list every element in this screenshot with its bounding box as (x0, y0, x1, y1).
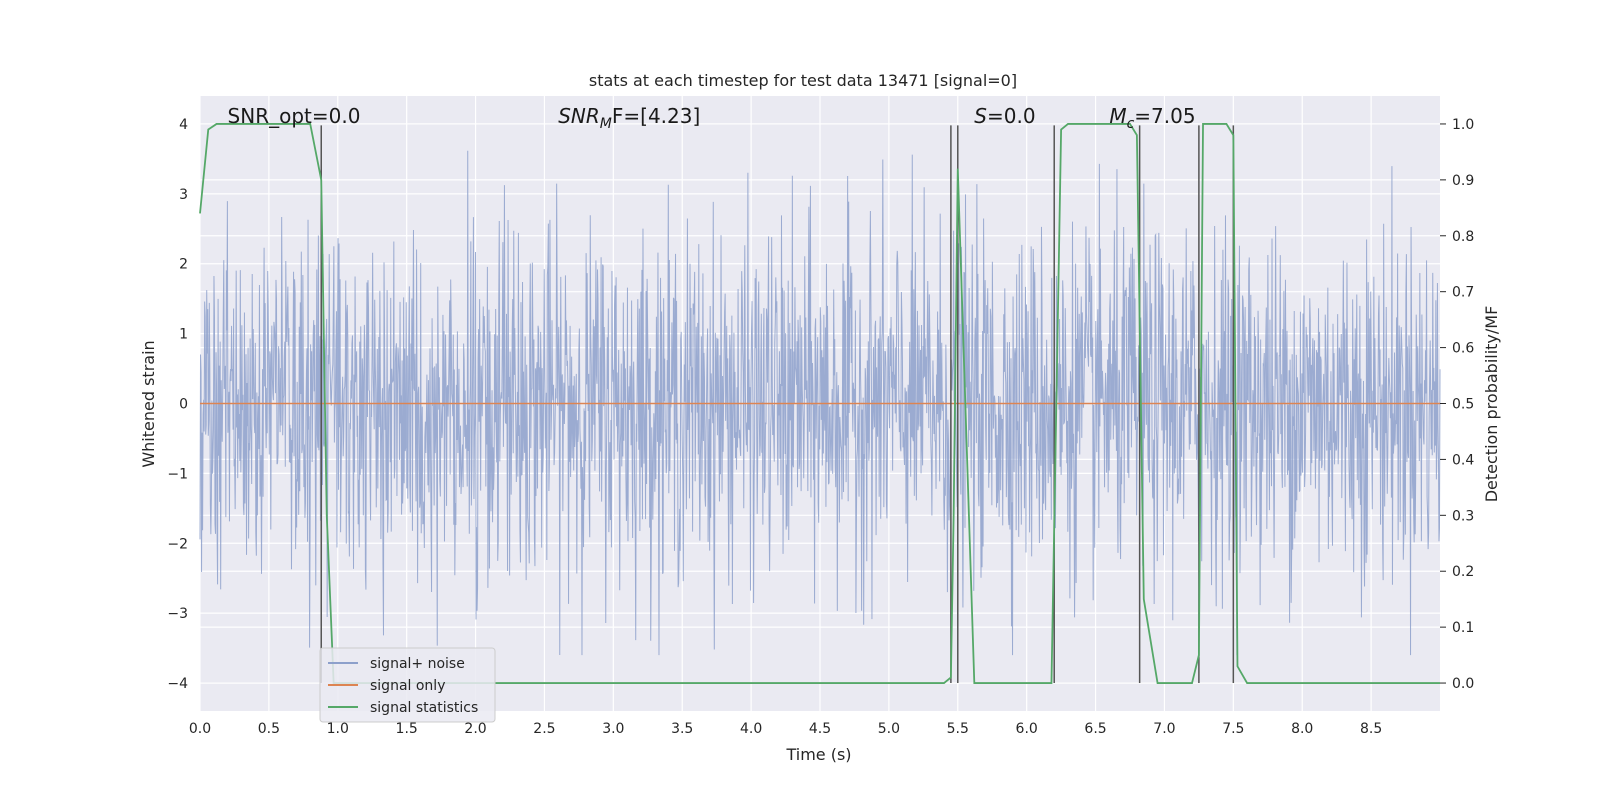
x-tick-label-5: 2.5 (533, 721, 555, 737)
x-tick-label-7: 3.5 (671, 721, 693, 737)
legend-label-statistics: signal statistics (370, 700, 478, 716)
annotation-mc: Mc=7.05 (1109, 104, 1195, 132)
x-tick-label-0: 0.0 (189, 721, 211, 737)
y2-tick-label-10: 0.0 (1452, 676, 1474, 692)
y2-tick-label-8: 0.2 (1452, 564, 1474, 580)
x-tick-label-3: 1.5 (396, 721, 418, 737)
y-tick-label-5: −1 (167, 466, 188, 482)
y-tick-label-3: 1 (179, 327, 188, 343)
x-axis-ticks: 0.0 0.5 1.0 1.5 2.0 2.5 3.0 3.5 4.0 4.5 5.0 5.5 6.0 6… (189, 721, 1382, 737)
legend-label-noise: signal+ noise (370, 656, 465, 672)
x-tick-label-8: 4.0 (740, 721, 762, 737)
x-tick-label-4: 2.0 (464, 721, 486, 737)
y-tick-label-8: −4 (167, 676, 188, 692)
y-tick-label-2: 2 (179, 257, 188, 273)
y2-tick-label-0: 1.0 (1452, 117, 1474, 133)
annotation-snr-mf: SNRMF=[4.23] (558, 104, 700, 132)
statistics-line (199, 123, 1440, 684)
y2-tick-label-3: 0.7 (1452, 285, 1474, 301)
signal-statistics-series (199, 123, 1440, 684)
y2-tick-label-6: 0.4 (1452, 452, 1474, 468)
x-tick-label-15: 7.5 (1222, 721, 1244, 737)
y-tick-label-6: −2 (167, 536, 188, 552)
y-tick-label-4: 0 (179, 397, 188, 413)
y2-tick-label-7: 0.3 (1452, 508, 1474, 524)
y2-tick-label-9: 0.1 (1452, 620, 1474, 636)
y2-axis-label: Detection probability/MF (1482, 306, 1501, 503)
y-tick-label-0: 4 (179, 117, 188, 133)
legend-label-signal-only: signal only (370, 678, 445, 694)
x-tick-label-13: 6.5 (1084, 721, 1106, 737)
x-tick-label-10: 5.0 (878, 721, 900, 737)
chart-title: stats at each timestep for test data 134… (589, 71, 1017, 90)
y2-axis-ticks: 1.0 0.9 0.8 0.7 0.6 0.5 0.4 0.3 0.2 0.1 0.0 (1440, 117, 1474, 692)
x-tick-label-11: 5.5 (947, 721, 969, 737)
legend-box (319, 647, 496, 723)
x-tick-label-6: 3.0 (602, 721, 624, 737)
x-tick-label-16: 8.0 (1291, 721, 1313, 737)
y-axis-label: Whitened strain (139, 340, 158, 467)
annotation-snr-opt: SNR_opt=0.0 (228, 104, 361, 128)
annotations: SNR_opt=0.0 SNRMF=[4.23] S=0.0 Mc=7.05 (228, 104, 1196, 132)
x-tick-label-12: 6.0 (1016, 721, 1038, 737)
annotation-stat-s: S=0.0 (974, 104, 1035, 128)
legend: signal+ noise signal only signal statist… (319, 647, 496, 723)
x-tick-label-17: 8.5 (1360, 721, 1382, 737)
y2-tick-label-4: 0.6 (1452, 341, 1474, 357)
y2-tick-label-1: 0.9 (1452, 173, 1474, 189)
y-tick-label-7: −3 (167, 606, 188, 622)
y2-tick-label-5: 0.5 (1452, 397, 1474, 413)
x-tick-label-2: 1.0 (327, 721, 349, 737)
y2-tick-label-2: 0.8 (1452, 229, 1474, 245)
y-axis-ticks: 4 3 2 1 0 −1 −2 −3 −4 (167, 117, 188, 692)
x-tick-label-1: 0.5 (258, 721, 280, 737)
y-tick-label-1: 3 (179, 187, 188, 203)
x-axis-label: Time (s) (785, 745, 851, 764)
x-tick-label-9: 4.5 (809, 721, 831, 737)
x-tick-label-14: 7.0 (1153, 721, 1175, 737)
